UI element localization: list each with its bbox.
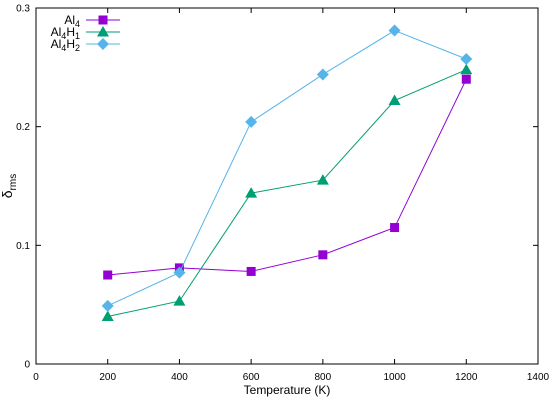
legend-marker <box>97 26 109 37</box>
x-tick-label: 800 <box>315 372 332 383</box>
data-point <box>460 53 473 66</box>
legend-entry-2: Al4H1 <box>51 25 120 41</box>
x-tick-label: 400 <box>171 372 188 383</box>
y-axis-label-sub: rms <box>8 174 19 191</box>
data-point <box>388 24 401 37</box>
data-point <box>388 94 401 106</box>
data-point <box>245 115 258 128</box>
data-point <box>460 63 473 75</box>
y-axis-label-base: δ <box>0 190 15 198</box>
series-1 <box>103 74 471 280</box>
x-axis-label: Temperature (K) <box>244 383 331 397</box>
data-point <box>173 295 186 306</box>
series-line <box>107 78 467 276</box>
series-2 <box>101 63 473 322</box>
y-axis-label: δrms <box>0 174 19 198</box>
y-tick-label: 0 <box>24 360 30 371</box>
data-point <box>461 74 471 84</box>
data-point <box>246 266 256 276</box>
data-point <box>318 250 328 260</box>
legend-label: Al4H2 <box>51 37 80 53</box>
x-tick-label: 1200 <box>455 372 478 383</box>
x-tick-label: 600 <box>243 372 260 383</box>
data-point <box>103 270 113 280</box>
legend-entry-3: Al4H2 <box>51 37 120 53</box>
y-tick-label: 0.2 <box>16 122 30 133</box>
data-point <box>390 223 400 233</box>
x-tick-label: 1400 <box>527 372 550 383</box>
series-line <box>107 69 467 318</box>
series-layer <box>101 24 473 322</box>
legend-marker <box>98 15 108 25</box>
data-point <box>316 174 329 185</box>
y-tick-label: 0.3 <box>16 4 30 15</box>
legend-label: Al4H1 <box>51 25 80 41</box>
data-point <box>101 310 114 322</box>
data-point <box>316 68 329 81</box>
data-point <box>173 266 186 279</box>
legend-marker <box>97 38 109 50</box>
y-tick-label: 0.1 <box>16 241 30 252</box>
x-tick-label: 200 <box>99 372 116 383</box>
x-tick-label: 0 <box>33 372 39 383</box>
data-point <box>101 299 114 312</box>
x-tick-label: 1000 <box>383 372 406 383</box>
series-3 <box>101 24 473 312</box>
axis-ticks: 0 200 400 600 800 1000 1200 1400 0 0.1 0.2 0.3 <box>16 4 549 384</box>
series-line <box>107 29 467 307</box>
legend-label: Al4 <box>64 13 80 29</box>
plot-area <box>35 7 539 365</box>
data-point <box>245 187 258 198</box>
legend-entry-1: Al4 <box>64 13 120 29</box>
